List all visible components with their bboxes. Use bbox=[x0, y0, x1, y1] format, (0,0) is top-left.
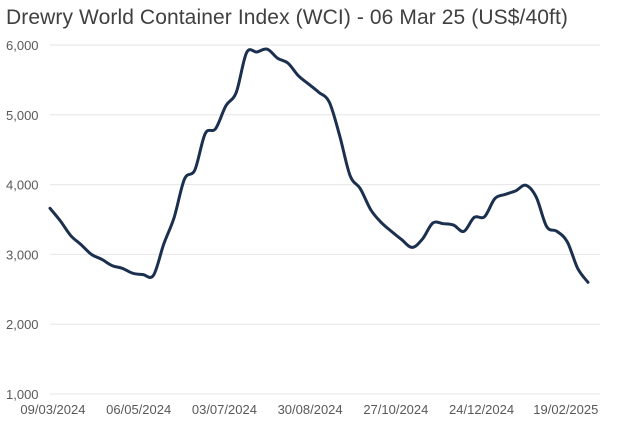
x-tick-label: 27/10/2024 bbox=[363, 402, 428, 417]
chart-title: Drewry World Container Index (WCI) - 06 … bbox=[6, 6, 568, 29]
x-tick-label: 03/07/2024 bbox=[192, 402, 257, 417]
y-tick-label: 2,000 bbox=[6, 317, 39, 332]
x-tick-label: 06/05/2024 bbox=[106, 402, 171, 417]
y-tick-label: 1,000 bbox=[6, 387, 39, 402]
series-line bbox=[48, 47, 590, 284]
x-tick-label: 24/12/2024 bbox=[449, 402, 514, 417]
y-tick-label: 3,000 bbox=[6, 247, 39, 262]
x-tick-label: 30/08/2024 bbox=[278, 402, 343, 417]
y-tick-label: 5,000 bbox=[6, 108, 39, 123]
y-tick-label: 4,000 bbox=[6, 178, 39, 193]
x-tick-label: 09/03/2024 bbox=[20, 402, 85, 417]
x-tick-label: 19/02/2025 bbox=[533, 402, 598, 417]
y-tick-label: 6,000 bbox=[6, 38, 39, 53]
